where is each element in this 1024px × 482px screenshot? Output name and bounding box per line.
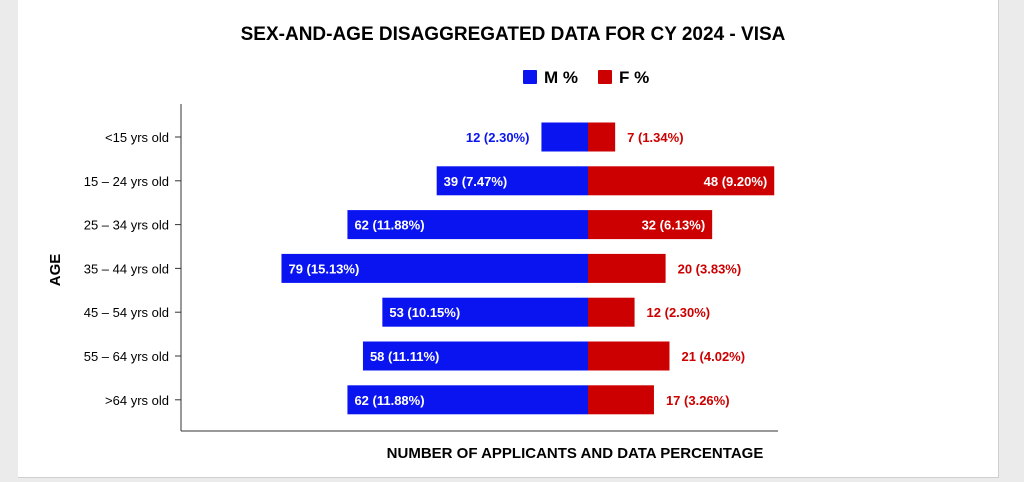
bar-male [347, 210, 588, 240]
data-label-male: 62 (11.88%) [354, 218, 424, 233]
legend-swatch-female [598, 70, 612, 84]
data-label-female: 21 (4.02%) [681, 349, 745, 364]
y-tick-label: <15 yrs old [105, 130, 169, 145]
bar-male [541, 122, 588, 152]
data-label-male: 12 (2.30%) [466, 130, 530, 145]
bar-female [588, 341, 670, 371]
y-tick-label: 25 – 34 yrs old [84, 218, 169, 233]
legend-swatch-male [523, 70, 537, 84]
diverging-bar-chart: SEX-AND-AGE DISAGGREGATED DATA FOR CY 20… [47, 24, 786, 462]
bar-male [362, 341, 588, 371]
bar-male [281, 253, 588, 283]
x-axis-title: NUMBER OF APPLICANTS AND DATA PERCENTAGE [387, 445, 764, 462]
data-label-male: 62 (11.88%) [354, 393, 424, 408]
legend: M % F % [523, 68, 649, 87]
bar-female [588, 122, 616, 152]
bar-female [588, 297, 635, 327]
y-tick-label: 15 – 24 yrs old [84, 174, 169, 189]
data-label-female: 7 (1.34%) [627, 130, 683, 145]
data-label-female: 17 (3.26%) [666, 393, 730, 408]
data-label-female: 20 (3.83%) [678, 261, 742, 276]
y-tick-label: 55 – 64 yrs old [84, 349, 169, 364]
bars: 12 (2.30%) 7 (1.34%) 39 (7.47%) 48 (9.20%) 6… [281, 122, 775, 415]
bar-female [588, 166, 775, 196]
bar-female [588, 385, 654, 415]
bar-female [588, 253, 666, 283]
data-label-female: 12 (2.30%) [647, 305, 711, 320]
chart-title: SEX-AND-AGE DISAGGREGATED DATA FOR CY 20… [241, 24, 786, 45]
data-label-male: 79 (15.13%) [288, 261, 359, 276]
y-tick-label: >64 yrs old [105, 393, 169, 408]
chart-frame: SEX-AND-AGE DISAGGREGATED DATA FOR CY 20… [18, 0, 999, 478]
bar-male [382, 297, 588, 327]
data-label-male: 39 (7.47%) [444, 174, 508, 189]
bar-female [588, 210, 713, 240]
y-tick-label: 45 – 54 yrs old [84, 305, 169, 320]
data-label-male: 53 (10.15%) [389, 305, 460, 320]
bar-male [436, 166, 588, 196]
data-label-female: 48 (9.20%) [704, 174, 768, 189]
bar-male [347, 385, 588, 415]
data-label-female: 32 (6.13%) [642, 218, 706, 233]
y-axis-title: AGE [47, 254, 64, 287]
data-label-male: 58 (11.11%) [370, 349, 439, 364]
y-tick-label: 35 – 44 yrs old [84, 261, 169, 276]
y-axis-ticks: <15 yrs old 15 – 24 yrs old 25 – 34 yrs ol… [84, 130, 181, 408]
legend-label-male: M % [544, 68, 578, 87]
legend-label-female: F % [619, 68, 649, 87]
